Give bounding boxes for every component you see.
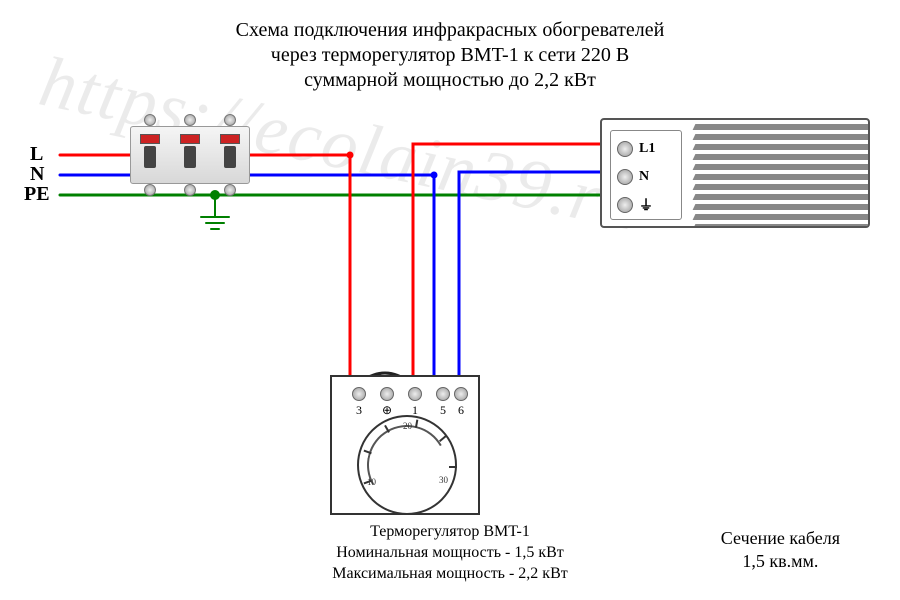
dial-notch [439,435,446,442]
breaker-window [220,134,240,144]
cable-section-note: Сечение кабеля 1,5 кв.мм. [721,527,840,572]
breaker-lever [144,146,156,168]
infrared-heater: L1 N ⏚ [600,118,870,228]
thermostat-terminal-num: 6 [454,403,468,418]
dial-scale-mid: 20 [403,421,412,431]
screw-icon [617,169,633,185]
heater-fin [693,154,870,160]
breaker-term-top [184,114,196,126]
heater-term-label: ⏚ [639,195,653,215]
breaker-lever [224,146,236,168]
heater-terminal-pe: ⏚ [617,193,677,217]
heater-terminal-n: N [617,165,677,189]
cable-section-l1: Сечение кабеля [721,528,840,548]
breaker-pole-2 [170,112,210,197]
screw-icon [617,141,633,157]
breaker-term-bot [184,184,196,196]
heater-fin [693,224,870,228]
thermostat-terminal [380,387,394,401]
heater-term-label: L1 [639,141,655,157]
dial-notch [449,466,457,468]
heater-terminal-l1: L1 [617,137,677,161]
heater-fin [693,194,870,200]
thermostat-name: Терморегулятор BMT-1 [370,523,530,540]
dial-scale-min: 10 [367,477,376,487]
heater-fin [693,204,870,210]
breaker-lever [184,146,196,168]
thermostat-max: Максимальная мощность - 2,2 кВт [332,565,568,582]
heater-fin [693,134,870,140]
breaker-window [180,134,200,144]
breaker-term-top [224,114,236,126]
heater-fin [693,214,870,220]
breaker-term-bot [224,184,236,196]
breaker-pole-3 [210,112,250,197]
heater-fin [693,144,870,150]
cable-section-l2: 1,5 кв.мм. [742,551,818,571]
thermostat-terminal-row: 3⊕156 [332,383,478,413]
breaker-pole-1 [130,112,170,197]
thermostat-terminal [352,387,366,401]
heater-terminal-block: L1 N ⏚ [610,130,682,220]
circuit-breaker [130,112,250,197]
thermostat-dial: 10 20 30 [357,415,457,515]
thermostat-nominal: Номинальная мощность - 1,5 кВт [336,544,564,561]
breaker-term-top [144,114,156,126]
heater-fin [693,124,870,130]
heater-fin [693,174,870,180]
heater-fin [693,184,870,190]
thermostat-terminal-num: ⊕ [380,403,394,418]
thermostat-bmt1: 3⊕156 10 20 30 [330,375,480,515]
dial-scale-max: 30 [439,475,448,485]
thermostat-terminal-num: 5 [436,403,450,418]
heater-fins [694,120,868,226]
thermostat-terminal [408,387,422,401]
screw-icon [617,197,633,213]
breaker-window [140,134,160,144]
thermostat-terminal [454,387,468,401]
thermostat-terminal [436,387,450,401]
heater-term-label: N [639,169,649,185]
thermostat-terminal-num: 3 [352,403,366,418]
heater-fin [693,164,870,170]
breaker-term-bot [144,184,156,196]
